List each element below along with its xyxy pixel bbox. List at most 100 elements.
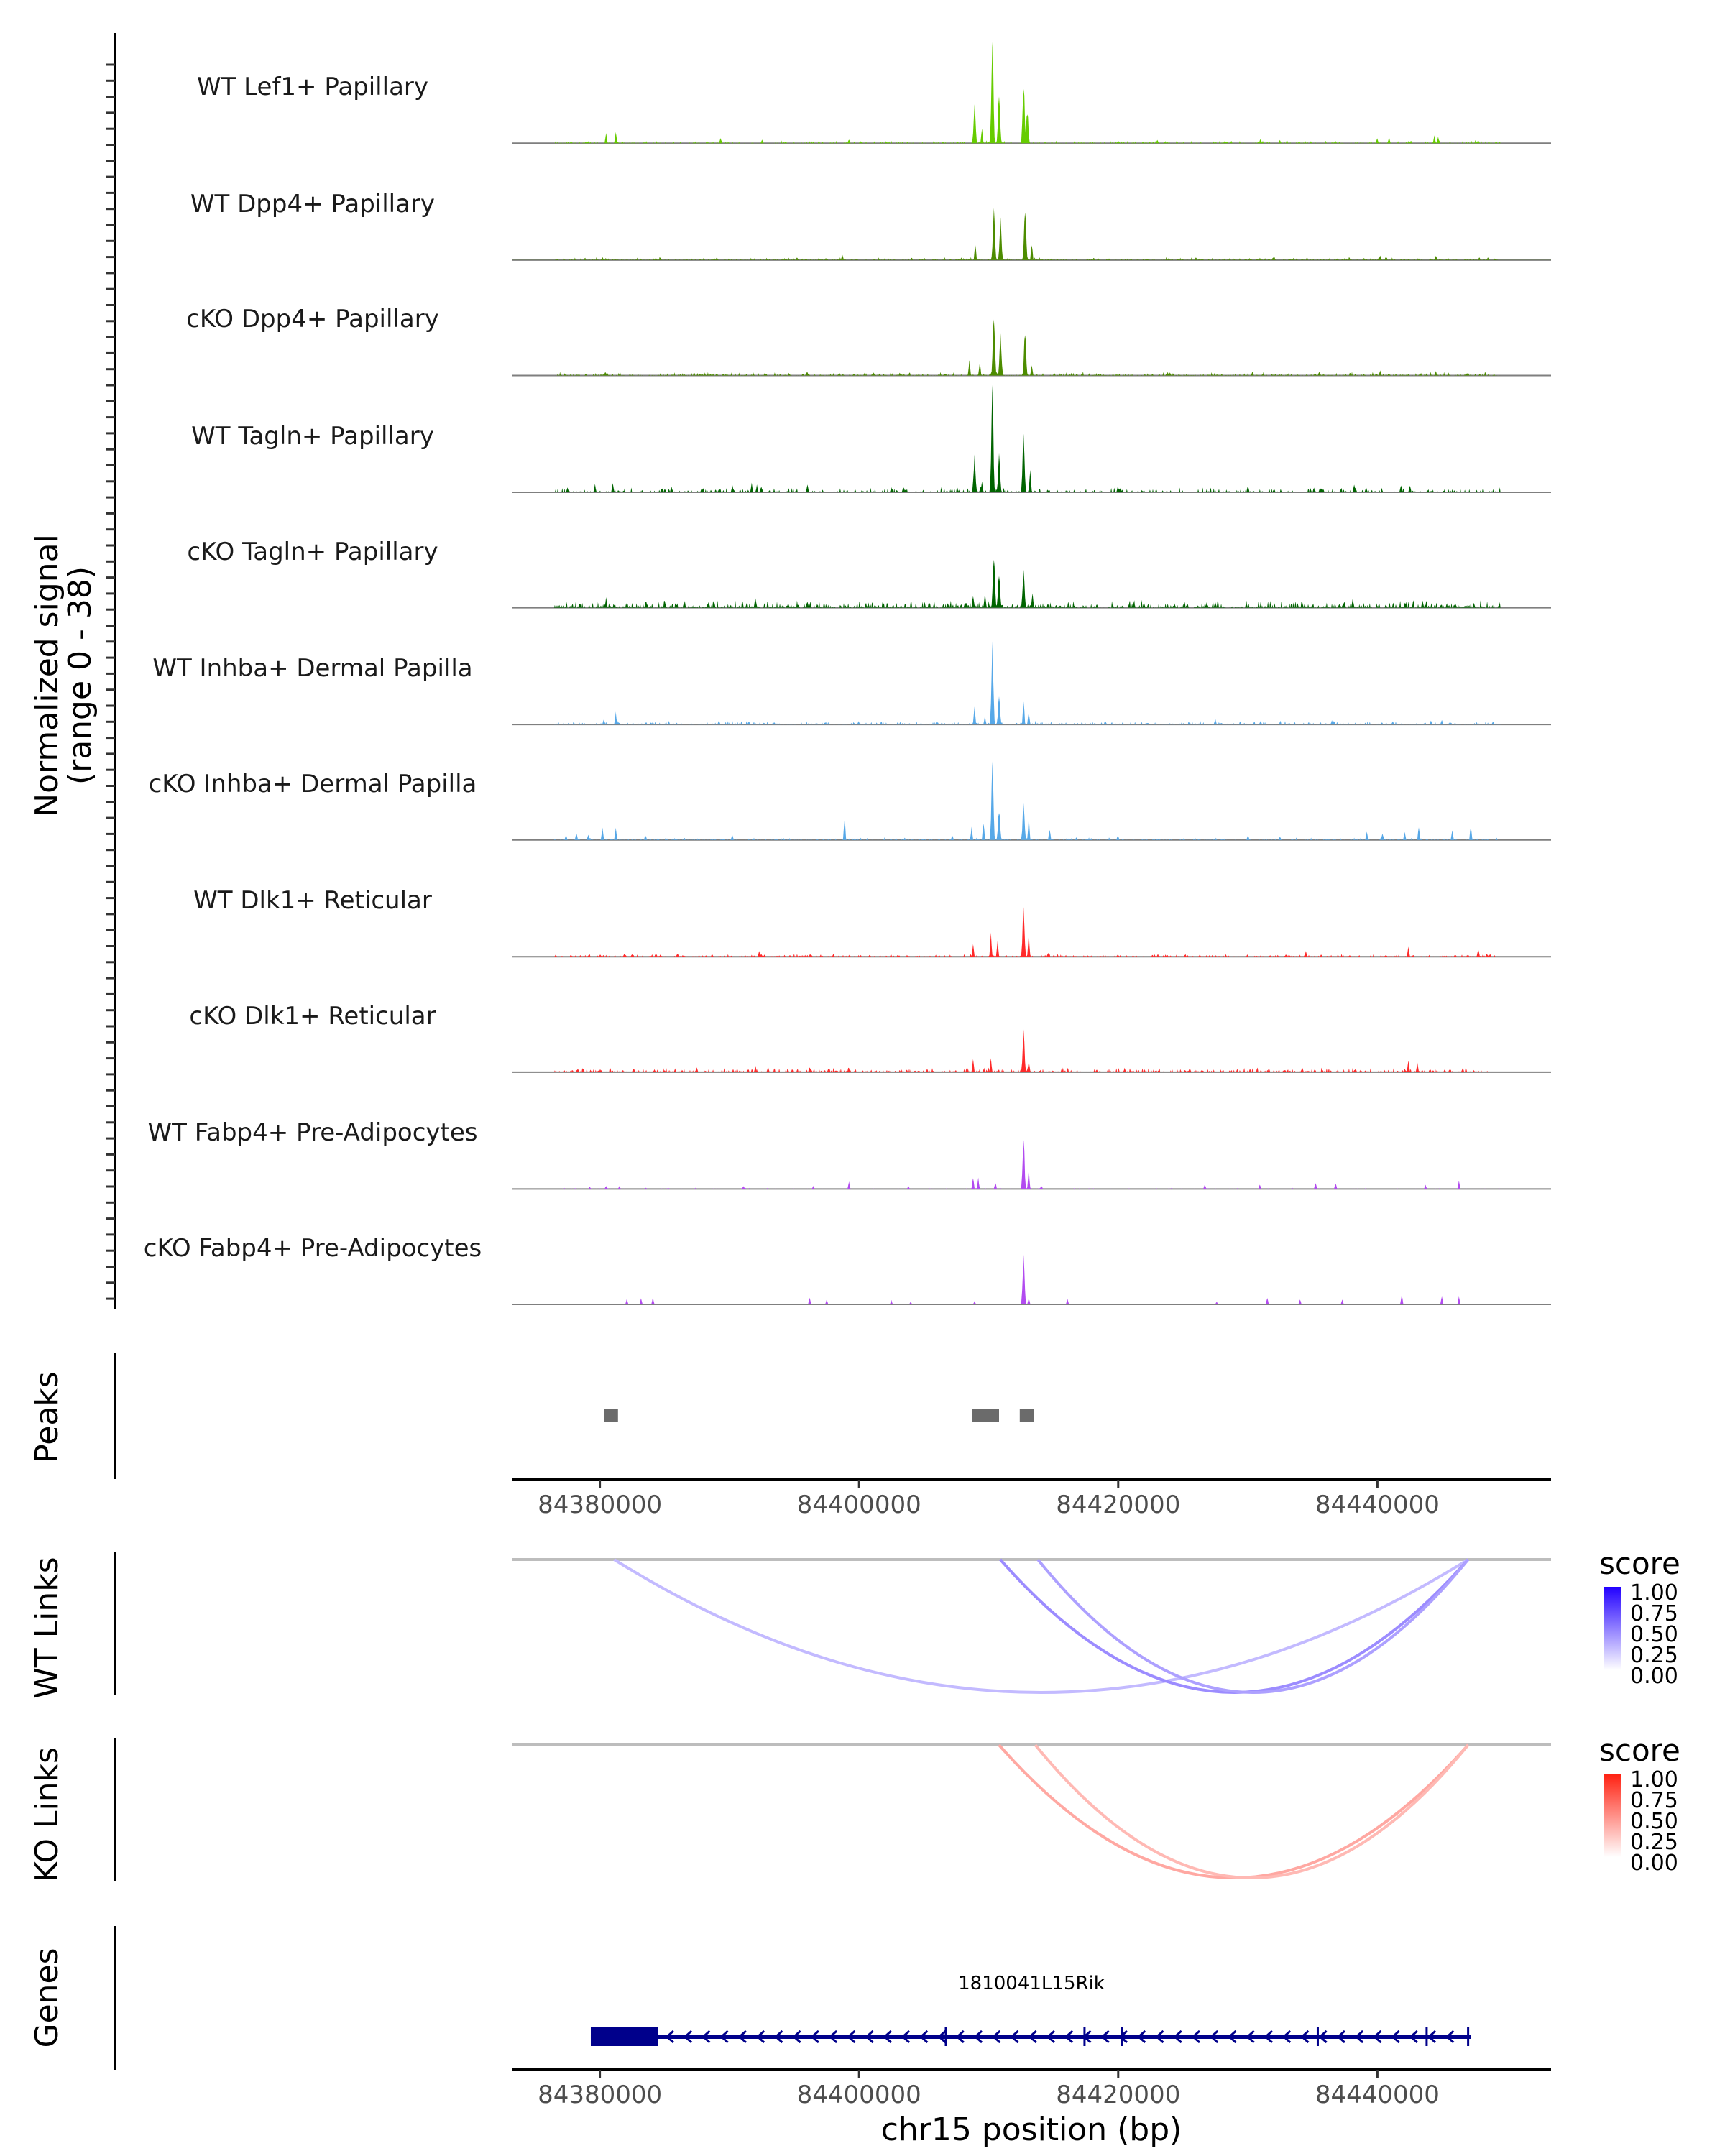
link-arc: [1036, 1558, 1470, 1694]
strand-arrow-icon: [1427, 2030, 1437, 2044]
strand-arrow-icon: [683, 2030, 693, 2044]
coverage-area: [512, 42, 1551, 144]
coverage-area: [512, 1140, 1551, 1189]
strand-arrow-icon: [1318, 2030, 1328, 2044]
strand-arrow-icon: [937, 2030, 947, 2044]
strand-arrow-icon: [1391, 2030, 1400, 2044]
legend-tick-label: 0.50: [1630, 1809, 1678, 1834]
x-tick-label: 84400000: [797, 1491, 921, 1519]
track-label: WT Inhba+ Dermal Papilla: [152, 654, 472, 683]
strand-arrow-icon: [1209, 2030, 1219, 2044]
track-label: WT Dpp4+ Papillary: [190, 190, 435, 218]
strand-arrow-icon: [883, 2030, 892, 2044]
legend-tick-label: 0.50: [1630, 1622, 1678, 1647]
coverage-area: [512, 907, 1551, 957]
peak-regions: [604, 1409, 1034, 1422]
coverage-area: [512, 559, 1551, 608]
strand-arrow-icon: [1028, 2030, 1037, 2044]
legend-title: score: [1599, 1546, 1680, 1581]
coverage-area: [512, 208, 1551, 260]
legend-tick-label: 0.25: [1630, 1830, 1678, 1855]
link-arc: [613, 1558, 1469, 1694]
strand-arrow-icon: [1155, 2030, 1164, 2044]
strand-arrow-icon: [992, 2030, 1001, 2044]
x-tick-label: 84440000: [1315, 1491, 1440, 1519]
coverage-track: WT Lef1+ Papillary: [197, 42, 1551, 144]
track-label: WT Fabp4+ Pre-Adipocytes: [148, 1118, 478, 1147]
strand-arrow-icon: [1246, 2030, 1255, 2044]
legend-tick-label: 1.00: [1630, 1580, 1678, 1606]
x-axis-upper: 84380000 84400000 84420000 84440000: [512, 1478, 1551, 1519]
strand-arrow-icon: [719, 2030, 729, 2044]
link-arcs: [512, 1558, 1551, 1879]
coverage-area: [512, 641, 1551, 725]
y-axis-title: Normalized signal (range 0 - 38): [29, 534, 98, 817]
legend-tick-label: 0.00: [1630, 1664, 1678, 1689]
strand-arrow-icon: [1300, 2030, 1310, 2044]
x-tick-label: 84440000: [1315, 2081, 1440, 2109]
strand-arrow-icon: [847, 2030, 856, 2044]
x-tick-label: 84380000: [538, 1491, 662, 1519]
strand-arrow-icon: [810, 2030, 819, 2044]
legend-colorbar: [1604, 1587, 1622, 1670]
strand-arrow-icon: [1409, 2030, 1418, 2044]
strand-arrow-icon: [955, 2030, 965, 2044]
wt-links-label: WT Links: [29, 1557, 65, 1698]
ko-links-label: KO Links: [29, 1747, 65, 1882]
coverage-left-axis: [106, 33, 116, 1309]
genes-panel: Genes 1810041L15Rik: [29, 1926, 1471, 2070]
strand-arrow-icon: [1354, 2030, 1364, 2044]
track-label: WT Dlk1+ Reticular: [193, 886, 432, 915]
strand-arrow-icon: [1282, 2030, 1292, 2044]
strand-arrow-icon: [755, 2030, 765, 2044]
strand-arrow-icon: [774, 2030, 783, 2044]
legend-tick-label: 0.25: [1630, 1643, 1678, 1668]
coverage-track: cKO Dpp4+ Papillary: [186, 305, 1551, 377]
coverage-track: cKO Inhba+ Dermal Papilla: [149, 761, 1551, 841]
coverage-track: WT Dpp4+ Papillary: [190, 190, 1551, 261]
legend-tick-label: 1.00: [1630, 1767, 1678, 1792]
strand-arrow-icon: [1118, 2030, 1128, 2044]
coverage-track: WT Tagln+ Papillary: [191, 384, 1551, 493]
x-tick-label: 84400000: [797, 2081, 921, 2109]
coverage-track: cKO Fabp4+ Pre-Adipocytes: [144, 1234, 1551, 1306]
x-tick-label: 84380000: [538, 2081, 662, 2109]
legend-tick-label: 0.75: [1630, 1788, 1678, 1813]
strand-arrow-icon: [1373, 2030, 1382, 2044]
peaks-panel: Peaks: [29, 1353, 1034, 1479]
strand-arrow-icon: [865, 2030, 874, 2044]
strand-arrow-icon: [702, 2030, 711, 2044]
strand-arrow-icon: [1336, 2030, 1346, 2044]
x-axis-title: chr15 position (bp): [881, 2111, 1182, 2148]
legend-tick-label: 0.75: [1630, 1601, 1678, 1626]
legend-colorbar: [1604, 1774, 1622, 1857]
strand-arrow-icon: [1228, 2030, 1237, 2044]
peak-region: [972, 1409, 999, 1422]
coverage-area: [512, 761, 1551, 840]
strand-arrow-icon: [919, 2030, 929, 2044]
gene-exon-block: [590, 2027, 658, 2046]
coverage-tracks: WT Lef1+ Papillary WT Dpp4+ Papillary cKO …: [144, 42, 1551, 1306]
y-axis-title-line1: Normalized signal: [29, 534, 65, 817]
strand-arrow-icon: [1264, 2030, 1273, 2044]
track-label: cKO Inhba+ Dermal Papilla: [149, 770, 477, 798]
strand-arrow-icon: [828, 2030, 838, 2044]
x-axis-lower: 84380000 84400000 84420000 84440000: [512, 2068, 1551, 2109]
peak-region: [604, 1409, 618, 1422]
gene-model: [590, 2027, 1471, 2046]
track-label: cKO Dpp4+ Papillary: [186, 305, 439, 333]
coverage-track: WT Fabp4+ Pre-Adipocytes: [148, 1118, 1551, 1190]
link-arc: [998, 1743, 1470, 1879]
score-legends: score1.000.750.500.250.00score1.000.750.…: [1599, 1546, 1680, 1876]
strand-arrow-icon: [737, 2030, 747, 2044]
coverage-track: WT Inhba+ Dermal Papilla: [152, 641, 1551, 726]
strand-arrow-icon: [973, 2030, 983, 2044]
x-tick-label: 84420000: [1056, 2081, 1180, 2109]
y-axis-title-line2: (range 0 - 38): [62, 566, 98, 785]
coverage-area: [512, 384, 1551, 492]
strand-arrow-icon: [1191, 2030, 1200, 2044]
coverage-area: [512, 1254, 1551, 1305]
ko-links-panel: KO Links: [29, 1738, 116, 1882]
legend-tick-label: 0.00: [1630, 1851, 1678, 1876]
